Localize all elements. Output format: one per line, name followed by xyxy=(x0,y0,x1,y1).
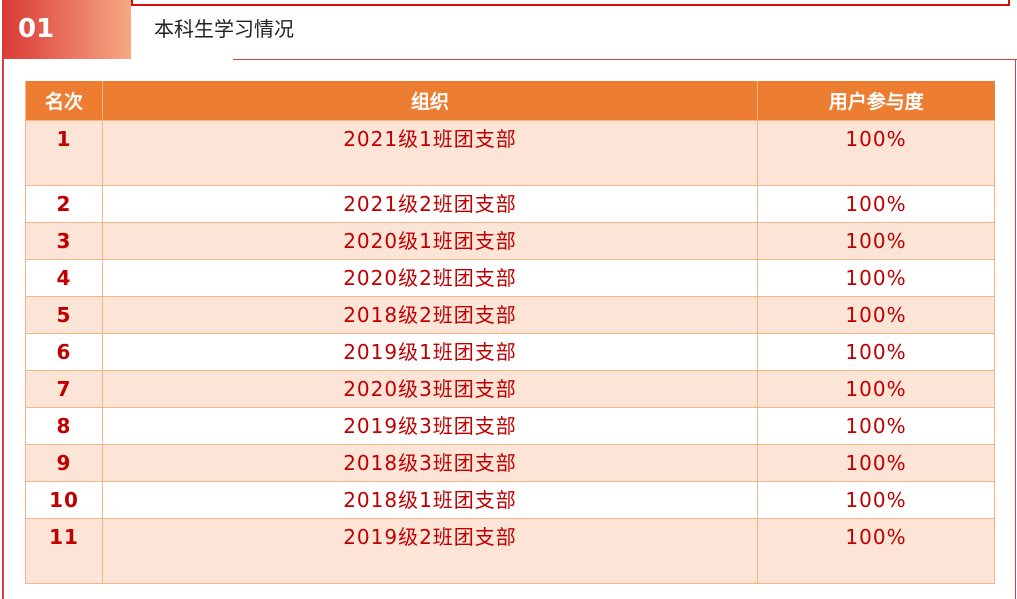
table-row: 9 2018级3班团支部 100% xyxy=(25,444,995,482)
org-cell: 2021级1班团支部 xyxy=(102,120,758,186)
participation-cell: 100% xyxy=(757,296,995,334)
ranking-table: 名次 组织 用户参与度 1 2021级1班团支部 100% 2 2021级2班团支部 10… xyxy=(25,81,995,584)
participation-cell: 100% xyxy=(757,259,995,297)
top-frame xyxy=(131,0,1010,6)
participation-cell: 100% xyxy=(757,120,995,186)
table-row: 7 2020级3班团支部 100% xyxy=(25,370,995,408)
rank-cell: 4 xyxy=(25,259,103,297)
rank-cell: 2 xyxy=(25,185,103,223)
content-frame xyxy=(2,59,1016,599)
org-cell: 2019级3班团支部 xyxy=(102,407,758,445)
header-participation: 用户参与度 xyxy=(757,81,995,121)
org-cell: 2018级2班团支部 xyxy=(102,296,758,334)
table-row: 10 2018级1班团支部 100% xyxy=(25,481,995,519)
table-row: 11 2019级2班团支部 100% xyxy=(25,518,995,584)
rank-cell: 1 xyxy=(25,120,103,186)
org-cell: 2020级3班团支部 xyxy=(102,370,758,408)
org-cell: 2018级1班团支部 xyxy=(102,481,758,519)
section-title: 本科生学习情况 xyxy=(154,17,294,41)
participation-cell: 100% xyxy=(757,407,995,445)
participation-cell: 100% xyxy=(757,444,995,482)
participation-cell: 100% xyxy=(757,518,995,584)
rank-cell: 3 xyxy=(25,222,103,260)
table-row: 5 2018级2班团支部 100% xyxy=(25,296,995,334)
participation-cell: 100% xyxy=(757,222,995,260)
rank-cell: 10 xyxy=(25,481,103,519)
table-row: 4 2020级2班团支部 100% xyxy=(25,259,995,297)
org-cell: 2020级1班团支部 xyxy=(102,222,758,260)
table-row: 6 2019级1班团支部 100% xyxy=(25,333,995,371)
table-header: 名次 组织 用户参与度 xyxy=(25,81,995,121)
rank-cell: 5 xyxy=(25,296,103,334)
participation-cell: 100% xyxy=(757,370,995,408)
rank-cell: 11 xyxy=(25,518,103,584)
org-cell: 2020级2班团支部 xyxy=(102,259,758,297)
org-cell: 2019级1班团支部 xyxy=(102,333,758,371)
table-row: 1 2021级1班团支部 100% xyxy=(25,120,995,186)
rank-cell: 9 xyxy=(25,444,103,482)
frame-divider xyxy=(233,59,1017,60)
header-org: 组织 xyxy=(102,81,758,121)
rank-cell: 8 xyxy=(25,407,103,445)
org-cell: 2019级2班团支部 xyxy=(102,518,758,584)
org-cell: 2018级3班团支部 xyxy=(102,444,758,482)
header-rank: 名次 xyxy=(25,81,103,121)
participation-cell: 100% xyxy=(757,185,995,223)
table-row: 8 2019级3班团支部 100% xyxy=(25,407,995,445)
table-row: 2 2021级2班团支部 100% xyxy=(25,185,995,223)
table-row: 3 2020级1班团支部 100% xyxy=(25,222,995,260)
section-number-badge: 01 xyxy=(2,0,131,59)
participation-cell: 100% xyxy=(757,481,995,519)
org-cell: 2021级2班团支部 xyxy=(102,185,758,223)
participation-cell: 100% xyxy=(757,333,995,371)
rank-cell: 7 xyxy=(25,370,103,408)
rank-cell: 6 xyxy=(25,333,103,371)
